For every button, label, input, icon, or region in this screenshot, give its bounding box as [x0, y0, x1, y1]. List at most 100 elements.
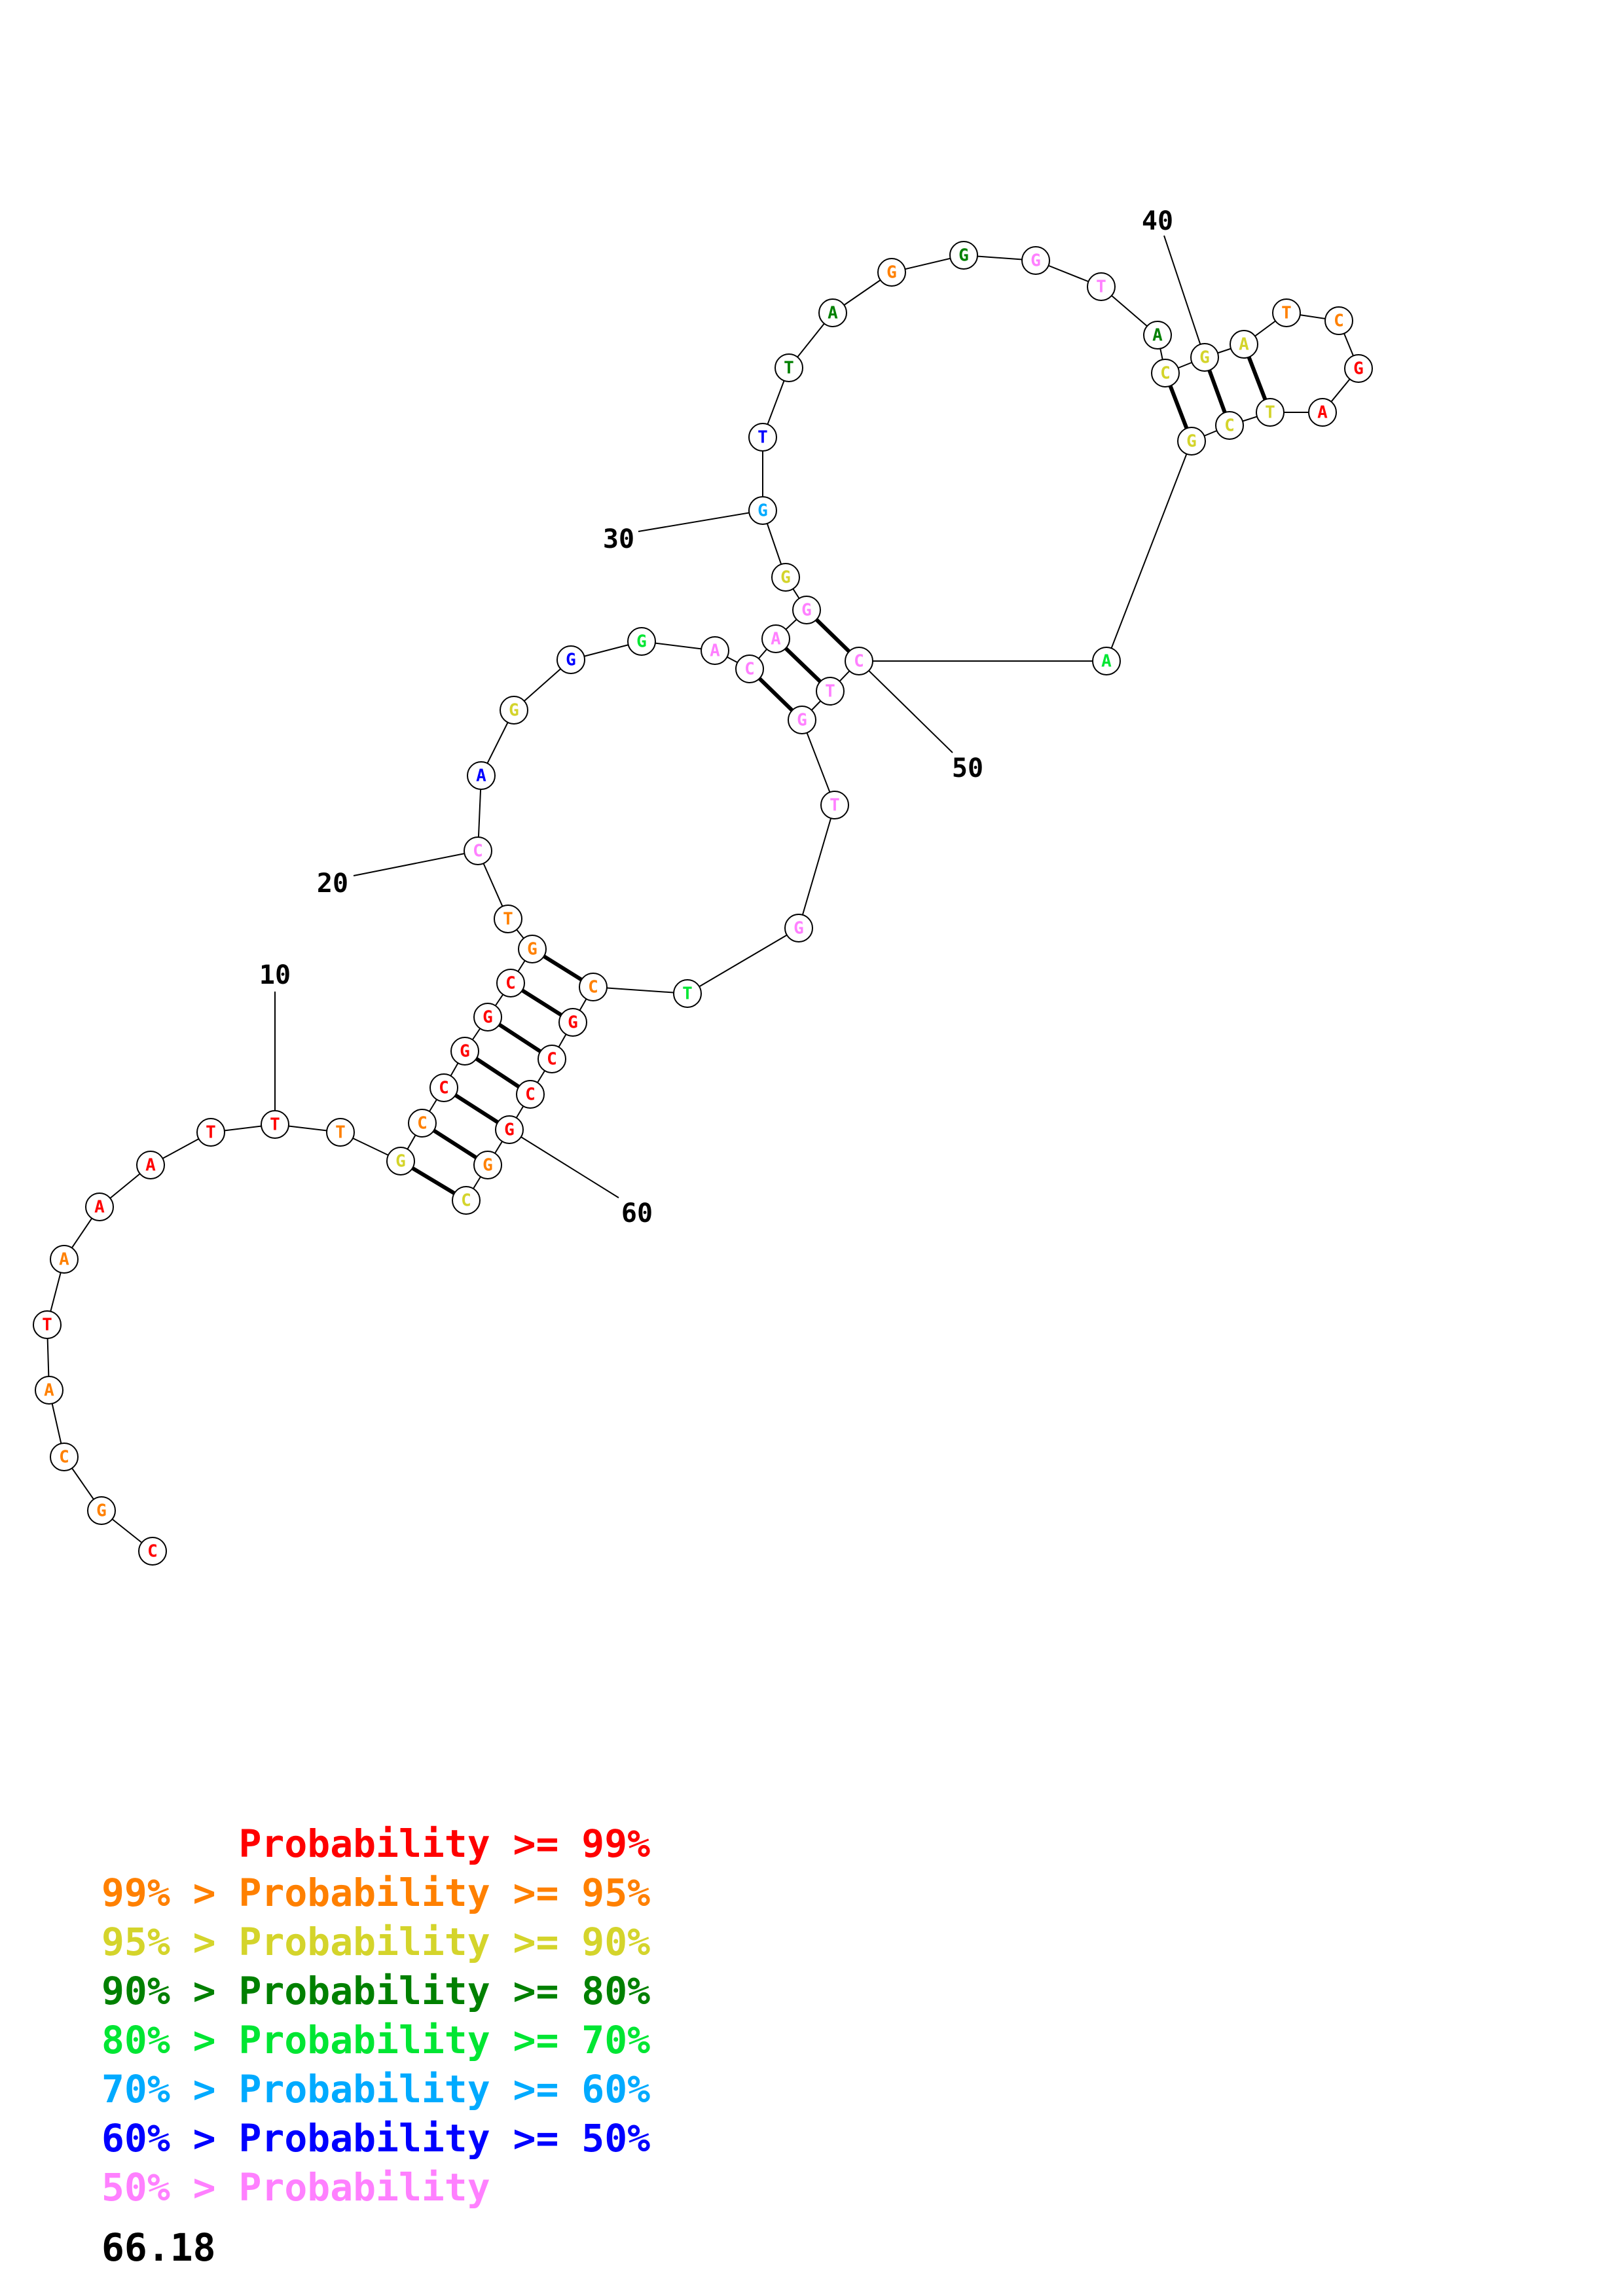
legend-range-prefix: 70% > — [101, 2067, 239, 2111]
nucleotide-circle — [1151, 359, 1180, 387]
nucleotide: G — [518, 935, 547, 963]
nucleotide: G — [792, 596, 821, 624]
nucleotide: G — [949, 241, 978, 270]
nucleotide-letter: C — [744, 660, 755, 679]
nucleotide: C — [50, 1443, 79, 1471]
nucleotide-circle — [673, 979, 702, 1008]
nucleotide: T — [1272, 298, 1301, 327]
nucleotide: G — [473, 1151, 502, 1179]
nucleotide-letter: G — [566, 651, 576, 670]
position-tick — [638, 510, 763, 532]
nucleotide-circle — [1272, 298, 1301, 327]
structure-score: 66.18 — [101, 2225, 216, 2270]
nucleotide-circle — [701, 636, 729, 665]
nucleotide-circle — [1324, 306, 1353, 335]
nucleotide: T — [673, 979, 702, 1008]
nucleotide-circle — [50, 1245, 79, 1274]
nucleotide: G — [473, 1003, 502, 1031]
nucleotide: A — [818, 298, 847, 327]
nucleotide: A — [1308, 398, 1337, 427]
backbone-segment — [593, 986, 688, 994]
legend-range-text: Probability >= 50% — [238, 2116, 651, 2161]
legend-row: 60% > Probability >= 50% — [101, 2114, 650, 2163]
nucleotide-letter: T — [1265, 403, 1275, 423]
nucleotide-letter: G — [96, 1501, 107, 1521]
nucleotide-letter: T — [270, 1115, 280, 1135]
nucleotide-circle — [949, 241, 978, 270]
nucleotide-letter: T — [784, 359, 794, 378]
nucleotide: G — [495, 1115, 524, 1144]
nucleotide-letter: T — [757, 428, 768, 448]
nucleotide-circle — [816, 677, 845, 706]
legend-row: Probability >= 99% — [101, 1820, 651, 1869]
nucleotide: T — [326, 1118, 355, 1147]
nucleotide-letter: A — [771, 630, 781, 649]
nucleotide-circle — [326, 1118, 355, 1147]
nucleotide-letter: A — [476, 766, 486, 786]
nucleotide-circle — [516, 1080, 545, 1109]
legend-range-prefix: 80% > — [101, 2018, 239, 2062]
nucleotide-letter: G — [568, 1013, 578, 1033]
nucleotide-letter: G — [1353, 359, 1364, 379]
nucleotide-letter: G — [801, 601, 812, 620]
nucleotide-circle — [761, 624, 790, 653]
nucleotide-letter: C — [59, 1448, 69, 1467]
nucleotide: T — [775, 353, 803, 382]
nucleotide: C — [579, 973, 608, 1001]
nucleotide: C — [429, 1073, 458, 1102]
nucleotide-circle — [261, 1110, 289, 1139]
nucleotide-circle — [1021, 246, 1050, 275]
nucleotide: G — [1190, 343, 1219, 372]
nucleotide-circle — [429, 1073, 458, 1102]
nucleotide-circle — [558, 1008, 587, 1037]
nucleotide-letter: T — [503, 910, 513, 929]
nucleotide-circle — [408, 1109, 437, 1138]
legend-row: 50% > Probability — [101, 2163, 650, 2212]
nucleotide: C — [845, 647, 873, 675]
nucleotide-letter: G — [797, 711, 807, 730]
nucleotide-circle — [494, 905, 522, 933]
nucleotide-letter: G — [1199, 348, 1210, 368]
nucleotide-letter: G — [780, 568, 791, 588]
nucleotide-circle — [1230, 330, 1258, 359]
nucleotide: G — [386, 1147, 415, 1175]
nucleotide-letter: G — [1030, 251, 1041, 271]
nucleotide-circle — [1177, 427, 1206, 456]
nucleotide: C — [1151, 359, 1180, 387]
legend-range-text: Probability >= 70% — [238, 2018, 651, 2062]
position-label: 20 — [317, 869, 348, 899]
nucleotide-letter: C — [854, 652, 864, 672]
nucleotide-letter: G — [527, 940, 538, 960]
nucleotide: G — [1177, 427, 1206, 456]
nucleotide-circle — [473, 1151, 502, 1179]
legend-range-prefix — [101, 1821, 239, 1866]
legend-range-prefix: 90% > — [101, 1969, 239, 2013]
nucleotide: C — [538, 1045, 566, 1073]
nucleotide-circle — [748, 496, 777, 525]
nucleotide: T — [820, 791, 849, 819]
nucleotide: C — [138, 1537, 167, 1566]
nucleotide: G — [1344, 354, 1373, 383]
nucleotide-letter: A — [1101, 652, 1112, 672]
legend-rows: Probability >= 99% 99% > Probability >= 9… — [101, 1820, 650, 2212]
nucleotide: G — [748, 496, 777, 525]
nucleotide-circle — [85, 1193, 114, 1221]
nucleotide-letter: T — [335, 1123, 346, 1143]
nucleotide-letter: T — [825, 682, 835, 702]
nucleotide-circle — [87, 1496, 116, 1525]
position-label: 10 — [259, 960, 291, 990]
nucleotide-circle — [35, 1376, 64, 1405]
nucleotide-letter: A — [44, 1381, 54, 1401]
legend-range-text: Probability >= 60% — [238, 2067, 651, 2111]
nucleotide-circle — [518, 935, 547, 963]
nucleotide-circle — [138, 1537, 167, 1566]
nucleotide-circle — [1190, 343, 1219, 372]
nucleotide-letter: T — [1096, 278, 1106, 297]
nucleotide: A — [1092, 647, 1121, 675]
backbone-segment — [687, 927, 799, 994]
nucleotide: T — [816, 677, 845, 706]
nucleotide-circle — [196, 1118, 225, 1147]
nucleotide-letter: A — [145, 1156, 156, 1175]
nucleotide-circle — [136, 1151, 165, 1179]
nucleotide: T — [494, 905, 522, 933]
